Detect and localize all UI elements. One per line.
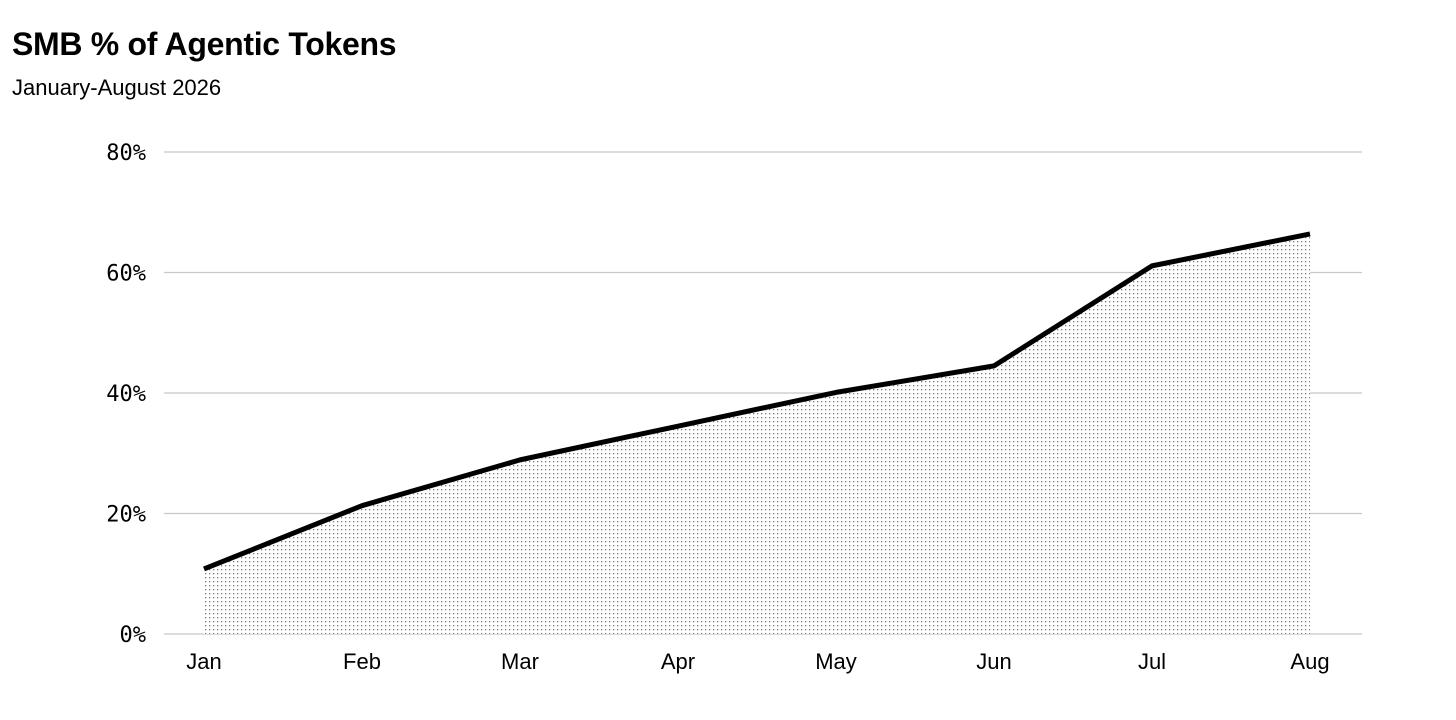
y-tick-label: 80% [106, 141, 146, 166]
y-tick-label: 0% [120, 623, 147, 648]
area-fill [204, 233, 1310, 634]
x-tick-label: Mar [501, 649, 539, 674]
y-tick-label: 40% [106, 382, 146, 407]
x-tick-label: Jun [976, 649, 1011, 674]
series-line [203, 231, 1311, 572]
chart-title: SMB % of Agentic Tokens [12, 26, 397, 62]
y-tick-label: 60% [106, 262, 146, 287]
x-tick-label: May [815, 649, 857, 674]
y-tick-label: 20% [106, 503, 146, 528]
chart-subtitle: January-August 2026 [12, 75, 222, 100]
x-tick-label: Apr [661, 649, 695, 674]
x-tick-label: Jan [186, 649, 221, 674]
x-tick-label: Feb [343, 649, 381, 674]
x-axis-ticks: Jan Feb Mar Apr May Jun Jul Aug [186, 649, 1329, 674]
y-axis-ticks: 0% 20% 40% 60% 80% [106, 141, 146, 648]
x-tick-label: Jul [1138, 649, 1166, 674]
line-layer [203, 231, 1311, 572]
area-layer [204, 233, 1310, 634]
x-tick-label: Aug [1290, 649, 1329, 674]
